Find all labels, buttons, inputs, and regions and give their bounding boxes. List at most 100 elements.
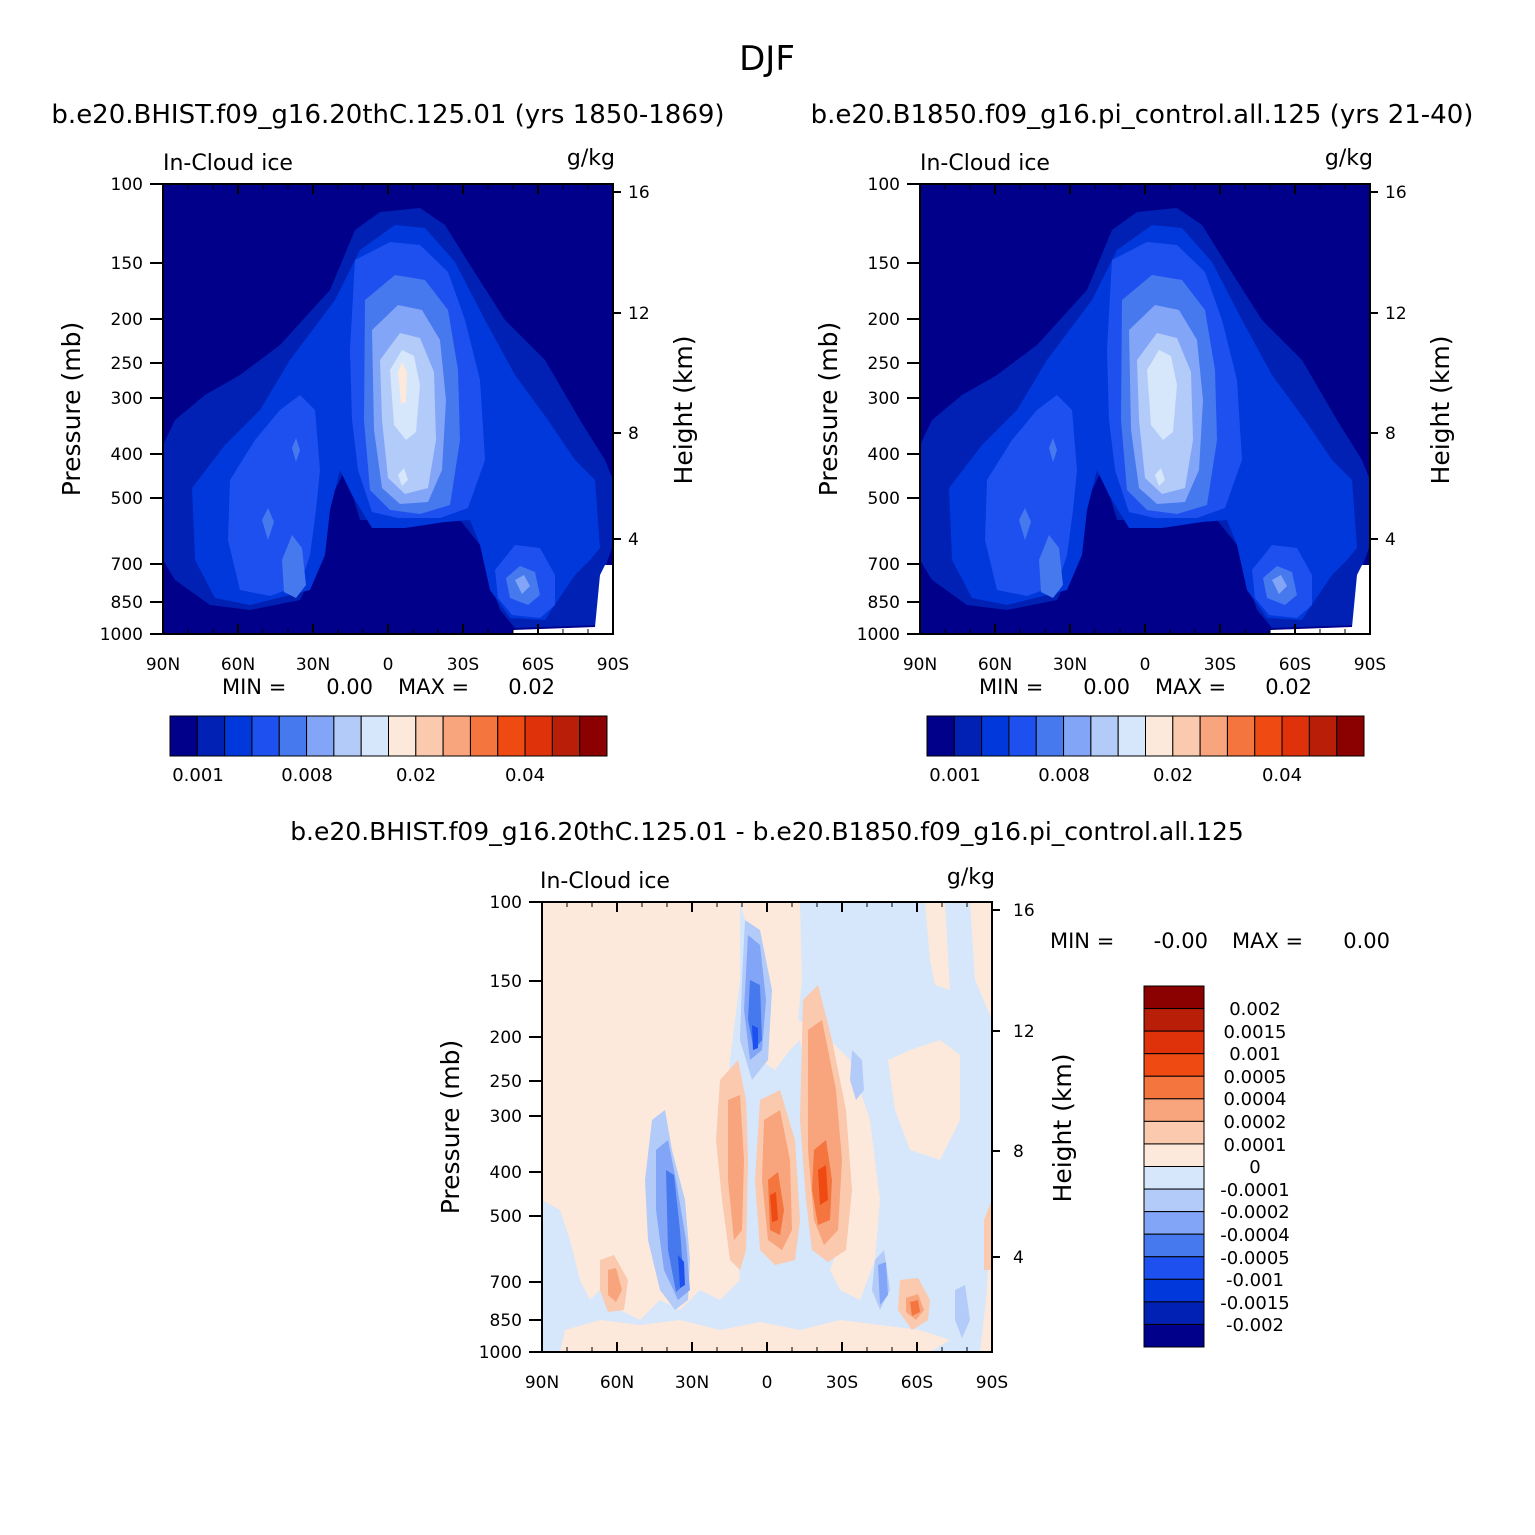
lat-tick-label: 0 (1140, 655, 1151, 675)
panel-control-units: g/kg (1325, 146, 1373, 171)
pressure-tick-label: 700 (490, 1273, 522, 1293)
height-tick-label: 8 (1385, 424, 1396, 444)
colorbar-tick-label: -0.002 (1226, 1315, 1284, 1336)
panel-control: b.e20.B1850.f09_g16.pi_control.all.125 (… (811, 100, 1474, 786)
panel-control-axes (907, 183, 1378, 635)
height-tick-label: 16 (1013, 901, 1035, 921)
height-tick-label: 16 (1385, 183, 1407, 203)
colorbar-swatch (196, 715, 226, 757)
pressure-tick-label: 1000 (479, 1343, 522, 1363)
lat-tick-label: 90S (976, 1373, 1008, 1393)
colorbar-swatch (251, 715, 280, 757)
colorbar-swatch (224, 715, 253, 757)
panel-difference-units: g/kg (947, 865, 995, 890)
lat-tick-label: 30S (826, 1373, 858, 1393)
min-label: MIN = (979, 675, 1043, 699)
contour-positive-patch (560, 1040, 960, 1352)
colorbar-tick-label: -0.0002 (1220, 1202, 1289, 1223)
colorbar-swatch (1308, 715, 1338, 757)
max-value: 0.02 (508, 675, 555, 699)
panel-difference-case-title: b.e20.BHIST.f09_g16.20thC.125.01 - b.e20… (290, 817, 1244, 846)
colorbar-swatch (415, 715, 444, 757)
height-ticks (613, 191, 621, 540)
panel-control-height-label: Height (km) (1426, 336, 1455, 485)
colorbar-swatch (1008, 715, 1037, 757)
panel-control-case-title: b.e20.B1850.f09_g16.pi_control.all.125 (… (811, 100, 1474, 130)
pressure-tick-label: 400 (111, 445, 143, 465)
height-tick-label: 8 (1013, 1142, 1024, 1162)
colorbar-tick-label: 0.0004 (1224, 1089, 1287, 1110)
lat-tick-label: 30S (1204, 655, 1236, 675)
colorbar-control-labels: 0.001 0.008 0.02 0.04 (929, 765, 1302, 786)
colorbar-swatch (388, 715, 417, 757)
pressure-tick-label: 500 (490, 1207, 522, 1227)
colorbar-tick-label: -0.0004 (1220, 1225, 1289, 1246)
colorbar-tick-label: 0.001 (1229, 1044, 1281, 1065)
panel-control-height-tick-labels: 16 12 8 4 (1385, 183, 1407, 550)
pressure-tick-label: 100 (490, 893, 522, 913)
max-label: MAX = (1155, 675, 1226, 699)
max-value: 0.02 (1265, 675, 1312, 699)
lat-tick-label: 0 (762, 1373, 773, 1393)
colorbar-tick-label: 0.008 (1038, 765, 1090, 786)
height-tick-label: 12 (628, 304, 650, 324)
lat-tick-label: 60N (978, 655, 1012, 675)
lat-tick-label: 60N (221, 655, 255, 675)
panel-difference-min-max: MIN = -0.00 MAX = 0.00 (1050, 929, 1390, 953)
pressure-tick-label: 850 (868, 593, 900, 613)
panel-difference-pressure-tick-labels: 100 150 200 250 300 400 500 700 850 1000 (479, 893, 522, 1363)
colorbar-tick-label: 0.001 (929, 765, 981, 786)
pressure-tick-label: 400 (868, 445, 900, 465)
panel-hist-axes (150, 183, 621, 635)
lat-tick-label: 0 (383, 655, 394, 675)
lat-major-ticks (919, 184, 1371, 634)
panel-hist-case-title: b.e20.BHIST.f09_g16.20thC.125.01 (yrs 18… (51, 100, 724, 130)
panel-control-pressure-tick-labels: 100 150 200 250 300 400 500 700 850 1000 (857, 175, 900, 645)
colorbar-swatch (579, 715, 608, 757)
contour-level-7 (1147, 350, 1177, 486)
colorbar-swatch (1143, 1278, 1205, 1303)
panel-difference: b.e20.BHIST.f09_g16.20thC.125.01 - b.e20… (290, 817, 1390, 1393)
missing-data (1270, 565, 1370, 634)
min-value: 0.00 (1083, 675, 1130, 699)
lat-minor-ticks (944, 184, 1346, 634)
colorbar-swatch (469, 715, 499, 757)
panel-control-variable: In-Cloud ice (920, 151, 1050, 176)
colorbar-swatch (551, 715, 581, 757)
pressure-tick-label: 150 (868, 254, 900, 274)
figure-title: DJF (739, 39, 795, 79)
height-tick-label: 12 (1013, 1022, 1035, 1042)
panel-difference-lat-tick-labels: 90N 60N 30N 0 30S 60S 90S (525, 1373, 1008, 1393)
panel-control-lat-tick-labels: 90N 60N 30N 0 30S 60S 90S (903, 655, 1386, 675)
panel-hist-field (163, 184, 613, 634)
colorbar-tick-label: 0.02 (1153, 765, 1193, 786)
lat-tick-label: 30N (675, 1373, 709, 1393)
pressure-tick-label: 700 (111, 555, 143, 575)
panel-hist-min-max: MIN = 0.00 MAX = 0.02 (222, 675, 555, 699)
colorbar-tick-label: 0.002 (1229, 999, 1281, 1020)
colorbar-hist (169, 715, 608, 757)
panel-hist-units: g/kg (567, 146, 615, 171)
height-tick-label: 16 (628, 183, 650, 203)
colorbar-swatch (169, 715, 198, 757)
lat-tick-label: 90N (146, 655, 180, 675)
contour-negative-4 (666, 980, 762, 1292)
colorbar-tick-label: 0.0015 (1224, 1022, 1287, 1043)
lat-tick-label: 30S (447, 655, 479, 675)
pressure-tick-label: 250 (111, 354, 143, 374)
min-label: MIN = (222, 675, 286, 699)
colorbar-swatch (1143, 1098, 1205, 1122)
contour-level-7 (390, 350, 420, 486)
colorbar-swatch (1281, 715, 1310, 757)
colorbar-swatch (1199, 715, 1228, 757)
colorbar-swatch (1143, 1143, 1205, 1167)
lat-tick-label: 90N (903, 655, 937, 675)
panel-difference-variable: In-Cloud ice (540, 869, 670, 894)
panel-control-field (920, 184, 1370, 634)
max-label: MAX = (398, 675, 469, 699)
pressure-tick-label: 400 (490, 1163, 522, 1183)
pressure-tick-label: 100 (868, 175, 900, 195)
height-ticks (992, 909, 1000, 1258)
panel-difference-height-label: Height (km) (1048, 1054, 1077, 1203)
